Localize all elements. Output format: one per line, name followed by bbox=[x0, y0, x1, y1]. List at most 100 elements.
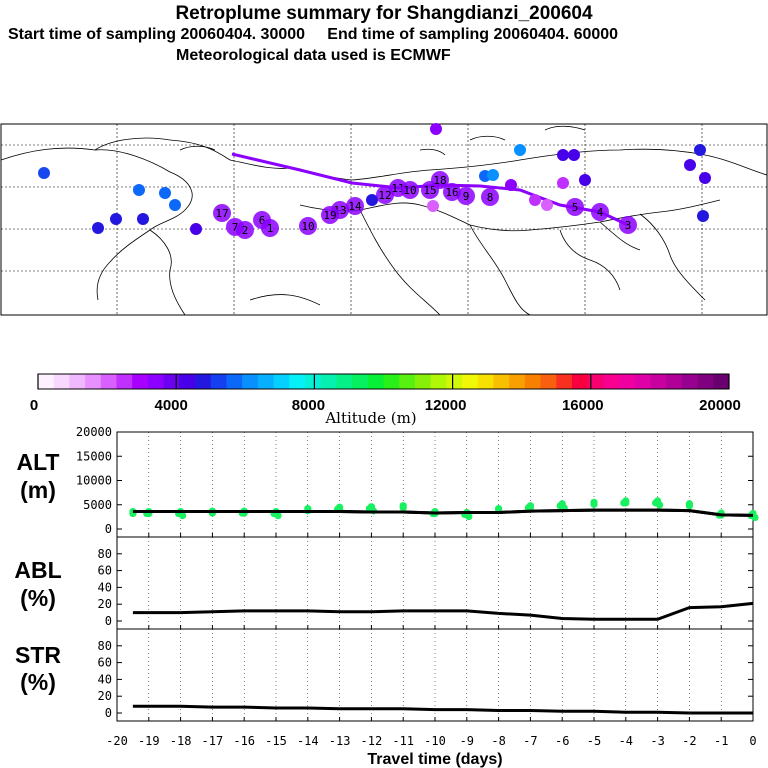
panel-axis-label: (m) bbox=[20, 477, 56, 503]
x-tick-label: -1 bbox=[714, 734, 728, 748]
x-tick-label: -14 bbox=[297, 734, 319, 748]
trajectory-marker bbox=[213, 204, 231, 222]
scatter-point bbox=[465, 512, 473, 521]
cluster-marker bbox=[568, 149, 580, 161]
x-tick-label: -16 bbox=[233, 734, 255, 748]
panel-axis-label: (%) bbox=[20, 669, 56, 695]
trajectory-marker-label: 18 bbox=[433, 174, 446, 187]
y-tick-label: 10000 bbox=[76, 474, 112, 488]
colorbar-swatch bbox=[367, 374, 384, 389]
cluster-marker bbox=[557, 149, 569, 161]
y-tick-label: 15000 bbox=[76, 449, 112, 463]
colorbar-swatch bbox=[289, 374, 306, 389]
trajectory-marker bbox=[431, 171, 449, 189]
trajectory-marker-label: 10 bbox=[403, 184, 416, 197]
scatter-point bbox=[179, 512, 187, 520]
chart-title: Retroplume summary for Shangdianzi_20060… bbox=[175, 3, 593, 24]
cluster-marker bbox=[505, 179, 517, 191]
colorbar-swatch bbox=[100, 374, 118, 389]
y-tick-label: 5000 bbox=[83, 498, 112, 512]
colorbar-swatch bbox=[587, 374, 604, 389]
series-line bbox=[132, 601, 754, 621]
colorbar-tick-label: 8000 bbox=[292, 397, 325, 414]
trajectory-marker bbox=[566, 198, 584, 216]
x-tick-label: -12 bbox=[361, 734, 383, 748]
series-line bbox=[132, 704, 753, 715]
x-tick-label: -5 bbox=[587, 734, 601, 748]
x-tick-label: -13 bbox=[329, 734, 351, 748]
cluster-marker bbox=[366, 194, 378, 206]
colorbar-swatch bbox=[257, 374, 275, 389]
map-frame bbox=[0, 123, 768, 316]
trajectory-marker-label: 14 bbox=[348, 200, 362, 213]
x-tick-label: -2 bbox=[682, 734, 696, 748]
x-tick-label: -19 bbox=[138, 734, 160, 748]
colorbar-swatch bbox=[85, 374, 102, 389]
colorbar-tick-label: 12000 bbox=[425, 397, 467, 414]
panel-axis-label: STR bbox=[15, 642, 61, 668]
scatter-point bbox=[685, 502, 694, 510]
cluster-marker bbox=[110, 213, 122, 225]
cluster-marker bbox=[579, 174, 591, 186]
y-tick-label: 20 bbox=[98, 597, 112, 611]
trajectory-marker-label: 7 bbox=[232, 221, 239, 234]
panel-alt: 0 5000 10000 15000 20000 ALT(m) bbox=[16, 425, 759, 538]
trajectory-marker-label: 6 bbox=[259, 214, 266, 227]
scatter-point bbox=[274, 512, 282, 520]
y-tick-label: 20000 bbox=[76, 425, 112, 439]
x-tick-label: 0 bbox=[749, 734, 756, 748]
colorbar-swatch bbox=[619, 374, 636, 389]
trajectory-marker bbox=[236, 221, 254, 239]
y-tick-label: 0 bbox=[105, 522, 112, 536]
trajectory-marker bbox=[261, 219, 279, 237]
colorbar-swatch bbox=[304, 374, 322, 389]
y-tick-label: 60 bbox=[98, 656, 112, 670]
colorbar-swatch bbox=[179, 374, 196, 389]
y-tick-label: 20 bbox=[98, 689, 112, 703]
y-tick-label: 0 bbox=[105, 614, 112, 628]
panel-abl: 0 20 40 60 80 ABL(%) bbox=[14, 536, 754, 630]
colorbar-tick-label: 16000 bbox=[562, 397, 604, 414]
scatter-point bbox=[590, 500, 598, 508]
colorbar-swatch bbox=[666, 374, 683, 389]
colorbar-swatch bbox=[634, 374, 651, 389]
series-line-top bbox=[132, 508, 754, 517]
panel-axis-label: (%) bbox=[20, 585, 56, 611]
colorbar-swatch bbox=[38, 374, 55, 389]
colorbar-swatch bbox=[116, 374, 133, 389]
panel-axis-label: ABL bbox=[14, 557, 61, 583]
cluster-marker bbox=[190, 223, 202, 235]
cluster-marker bbox=[133, 184, 145, 196]
colorbar-swatch bbox=[556, 374, 573, 389]
y-tick-label: 60 bbox=[98, 564, 112, 578]
panel-axis-label: ALT bbox=[16, 449, 59, 475]
x-tick-label: -18 bbox=[170, 734, 192, 748]
cluster-marker bbox=[159, 187, 171, 199]
x-tick-label: -6 bbox=[555, 734, 569, 748]
colorbar-swatch bbox=[352, 374, 369, 389]
colorbar-swatch bbox=[147, 374, 165, 389]
colorbar-swatch bbox=[697, 374, 714, 389]
cluster-marker bbox=[430, 123, 442, 135]
x-tick-label: -11 bbox=[392, 734, 414, 748]
colorbar-swatch bbox=[210, 374, 227, 389]
trajectory-marker bbox=[321, 206, 339, 224]
trajectory-marker-label: 12 bbox=[378, 189, 391, 202]
y-tick-label: 0 bbox=[105, 706, 112, 720]
trajectory-marker bbox=[346, 197, 364, 215]
trajectory-marker-label: 5 bbox=[572, 201, 579, 214]
colorbar-swatch bbox=[336, 374, 353, 389]
cluster-marker bbox=[684, 159, 696, 171]
x-tick-label: -9 bbox=[460, 734, 474, 748]
colorbar-swatch bbox=[509, 374, 526, 389]
colorbar-swatch bbox=[399, 374, 416, 389]
colorbar-swatch bbox=[69, 374, 86, 389]
colorbar-swatch bbox=[430, 374, 447, 389]
scatter-point bbox=[620, 499, 628, 507]
cluster-marker bbox=[514, 144, 526, 156]
trajectory-marker-label: 2 bbox=[242, 224, 249, 237]
colorbar-swatch bbox=[650, 374, 667, 389]
trajectory-marker bbox=[457, 187, 475, 205]
colorbar-swatch bbox=[163, 374, 180, 389]
